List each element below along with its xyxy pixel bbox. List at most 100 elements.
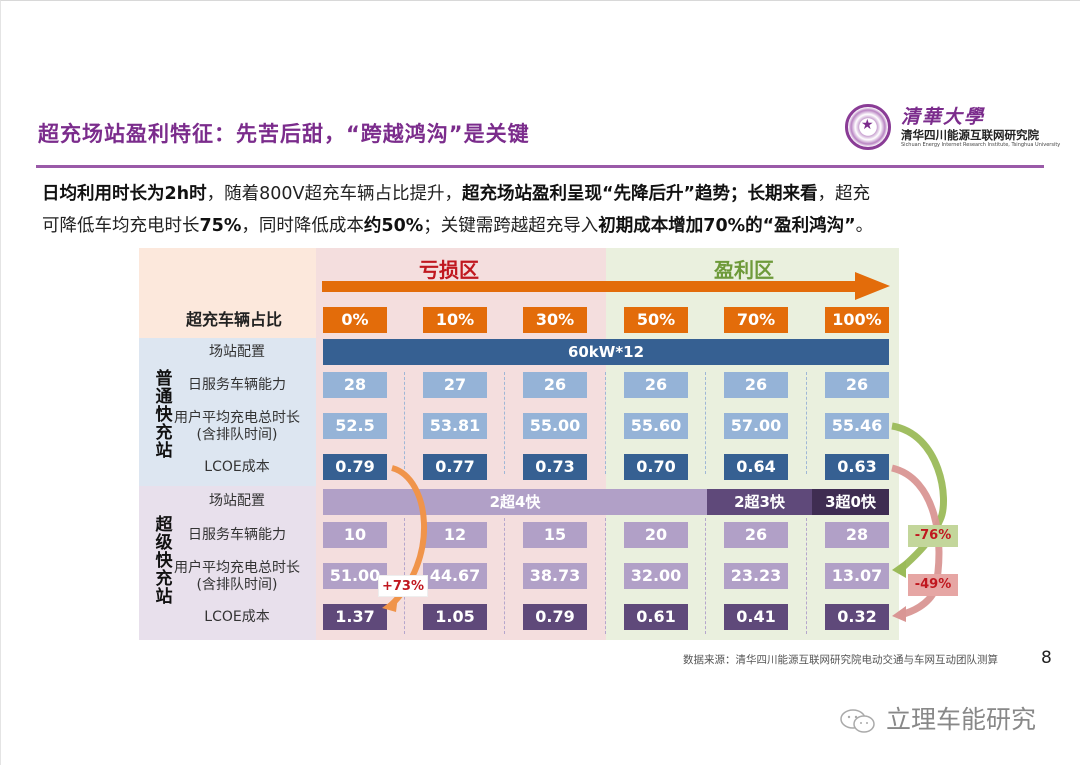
summary-line-1: 日均利用时长为2h时，随着800V超充车辆占比提升，超充场站盈利呈现“先降后升”… — [42, 178, 1042, 210]
normal-time-cell: 52.5 — [323, 413, 387, 439]
super-lcoe-cell: 0.61 — [624, 604, 688, 630]
normal-lcoe-cell: 0.79 — [323, 454, 387, 480]
ratio-cell: 30% — [523, 307, 587, 333]
super-config-bar: 3超0快 — [812, 489, 889, 515]
normal-lcoe-cell: 0.70 — [624, 454, 688, 480]
slide-title: 超充场站盈利特征：先苦后甜，“跨越鸿沟”是关键 — [38, 122, 530, 146]
normal-capacity-cell: 26 — [724, 372, 788, 398]
ratio-cell: 10% — [423, 307, 487, 333]
super-capacity-cell: 15 — [523, 522, 587, 548]
arrow-right-icon — [855, 272, 890, 300]
summary-seg: 日均利用时长为2h时 — [42, 184, 207, 204]
summary-seg: ；关键需跨越超充导入 — [423, 216, 599, 236]
normal-time-label: 用户平均充电总时长 — [174, 410, 300, 426]
normal-capacity-cell: 27 — [423, 372, 487, 398]
page-number: 8 — [1041, 648, 1052, 668]
column-divider — [806, 372, 807, 474]
summary-line-2: 可降低车均充电时长75%，同时降低成本约50%；关键需跨越超充导入初期成本增加7… — [42, 210, 1042, 242]
normal-capacity-cell: 26 — [825, 372, 889, 398]
super-time-cell: 38.73 — [523, 563, 587, 589]
super-lcoe-cell: 1.05 — [423, 604, 487, 630]
green-curve-arrow-icon — [891, 422, 947, 573]
column-divider — [504, 372, 505, 474]
normal-config-label: 场站配置 — [209, 344, 265, 360]
normal-time-cell: 53.81 — [423, 413, 487, 439]
super-time-sublabel: (含排队时间) — [196, 577, 278, 593]
super-capacity-label: 日服务车辆能力 — [188, 527, 286, 543]
normal-station-label-zone — [139, 338, 316, 486]
wechat-icon — [840, 709, 875, 733]
progress-arrow-shaft — [322, 281, 857, 292]
summary-seg: 。 — [855, 216, 874, 236]
red-curve-arrow-icon — [890, 464, 943, 619]
title-divider — [36, 165, 1044, 168]
normal-config-bar: 60kW*12 — [323, 339, 889, 365]
column-divider — [504, 518, 505, 634]
normal-lcoe-cell: 0.77 — [423, 454, 487, 480]
normal-station-label: 普通快充站 — [155, 369, 173, 461]
logo-calligraphy: 清華大學 — [901, 106, 986, 128]
normal-lcoe-cell: 0.73 — [523, 454, 587, 480]
super-time-cell: 13.07 — [825, 563, 889, 589]
normal-lcoe-label: LCOE成本 — [204, 459, 270, 475]
summary-seg: ，同时降低成本 — [241, 216, 364, 236]
summary-seg: 超充场站盈利呈现“先降后升”趋势；长期来看 — [462, 184, 818, 204]
super-lcoe-cell: 1.37 — [323, 604, 387, 630]
summary-seg: 初期成本增加70%的“盈利鸿沟” — [598, 216, 856, 236]
normal-lcoe-cell: 0.63 — [825, 454, 889, 480]
arrowhead-icon — [382, 596, 398, 612]
super-time-cell: 23.23 — [724, 563, 788, 589]
normal-lcoe-cell: 0.64 — [724, 454, 788, 480]
normal-time-cell: 55.00 — [523, 413, 587, 439]
super-config-label: 场站配置 — [209, 493, 265, 509]
comparison-table: 亏损区 盈利区 超充车辆占比 0% 10% 30% 50% 70% 100% 普… — [139, 248, 899, 640]
super-lcoe-label: LCOE成本 — [204, 609, 270, 625]
column-divider — [806, 518, 807, 634]
super-capacity-cell: 12 — [423, 522, 487, 548]
super-capacity-cell: 28 — [825, 522, 889, 548]
summary-seg: 75% — [199, 216, 242, 236]
cost-increase-badge: +73% — [378, 575, 428, 597]
arrowhead-icon — [892, 606, 906, 622]
ratio-row-label: 超充车辆占比 — [185, 310, 282, 329]
super-capacity-cell: 10 — [323, 522, 387, 548]
normal-capacity-cell: 28 — [323, 372, 387, 398]
column-divider — [705, 372, 706, 474]
column-divider — [605, 372, 606, 474]
arrowhead-icon — [892, 560, 906, 578]
loss-zone-title: 亏损区 — [419, 258, 479, 282]
super-time-cell: 32.00 — [624, 563, 688, 589]
super-station-label-zone — [139, 486, 316, 640]
logo-institute-english: Sichuan Energy Internet Research Institu… — [901, 142, 1061, 148]
institute-logo: 清華大學 清华四川能源互联网研究院 Sichuan Energy Interne… — [845, 102, 1060, 152]
super-config-bar: 2超4快 — [323, 489, 707, 515]
super-config-bar: 2超3快 — [707, 489, 812, 515]
super-time-cell: 44.67 — [423, 563, 487, 589]
summary-text: 日均利用时长为2h时，随着800V超充车辆占比提升，超充场站盈利呈现“先降后升”… — [42, 178, 1042, 242]
profit-zone-title: 盈利区 — [714, 258, 774, 282]
summary-seg: 可降低车均充电时长 — [42, 216, 200, 236]
summary-seg: ，随着800V超充车辆占比提升， — [206, 184, 463, 204]
summary-seg: 约50% — [363, 216, 424, 236]
normal-time-sublabel: (含排队时间) — [196, 427, 278, 443]
super-lcoe-cell: 0.79 — [523, 604, 587, 630]
ratio-cell: 100% — [825, 307, 889, 333]
normal-capacity-cell: 26 — [523, 372, 587, 398]
cost-reduction-badge: -49% — [908, 574, 958, 596]
normal-time-cell: 55.60 — [624, 413, 688, 439]
normal-capacity-cell: 26 — [624, 372, 688, 398]
column-divider — [605, 518, 606, 634]
column-divider — [404, 372, 405, 474]
super-lcoe-cell: 0.32 — [825, 604, 889, 630]
header-label-zone — [139, 248, 316, 338]
tsinghua-seal-icon — [845, 104, 891, 150]
summary-seg: ，超充 — [817, 184, 871, 204]
column-divider — [705, 518, 706, 634]
normal-time-cell: 55.46 — [825, 413, 889, 439]
super-time-label: 用户平均充电总时长 — [174, 560, 300, 576]
ratio-cell: 70% — [724, 307, 788, 333]
time-reduction-badge: -76% — [908, 525, 958, 547]
watermark-text: 立理车能研究 — [885, 705, 1036, 734]
